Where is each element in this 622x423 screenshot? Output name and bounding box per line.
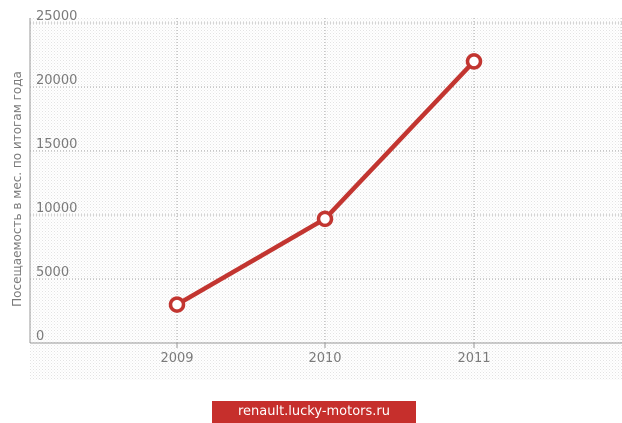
source-badge[interactable]: renault.lucky-motors.ru xyxy=(212,401,416,423)
data-point[interactable] xyxy=(316,210,334,228)
y-tick-label: 15000 xyxy=(36,137,77,152)
plot-background xyxy=(30,18,622,380)
data-point[interactable] xyxy=(168,296,186,313)
line-chart: 0 5000 10000 15000 20000 25000 2009 2010 2011 П… xyxy=(10,9,622,380)
y-axis-title: Посещаемость в мес. по итогам года xyxy=(10,71,24,307)
y-tick-label: 20000 xyxy=(36,73,77,88)
x-tick-label: 2011 xyxy=(457,351,490,366)
data-point[interactable] xyxy=(465,53,483,70)
y-tick-label: 25000 xyxy=(36,9,77,24)
x-tick-label: 2010 xyxy=(308,351,341,366)
axes xyxy=(29,18,622,348)
data-points xyxy=(168,53,483,313)
y-tick-label: 0 xyxy=(36,329,44,344)
y-tick-label: 10000 xyxy=(36,201,77,216)
y-tick-label: 5000 xyxy=(36,265,69,280)
x-tick-label: 2009 xyxy=(160,351,193,366)
grid-lines xyxy=(30,18,622,343)
y-tick-labels: 0 5000 10000 15000 20000 25000 xyxy=(36,9,77,344)
x-tick-labels: 2009 2010 2011 xyxy=(160,351,490,366)
